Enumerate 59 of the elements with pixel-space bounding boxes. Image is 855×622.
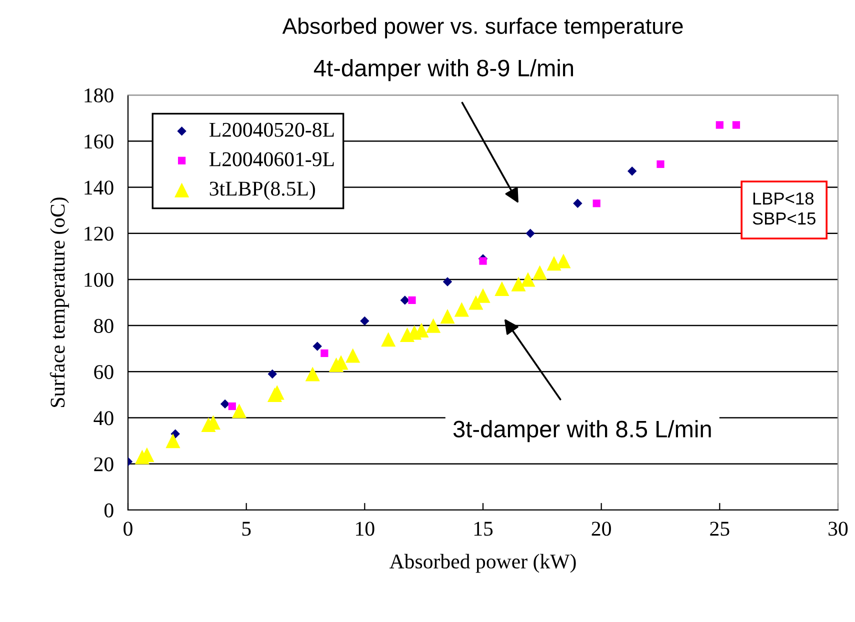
point: [400, 296, 410, 305]
point: [479, 257, 487, 265]
x-tick-label: 20: [592, 522, 611, 536]
point: [320, 349, 328, 358]
point: [520, 272, 536, 287]
x-tick-label: 30: [828, 522, 848, 536]
legend-label: L20040601-9L: [209, 152, 334, 166]
y-tick-label: 60: [94, 365, 114, 380]
point: [426, 318, 441, 333]
point: [228, 402, 236, 410]
point: [312, 342, 322, 351]
point: [166, 434, 180, 448]
point: [454, 302, 469, 317]
point: [494, 281, 510, 296]
x-tick-label: 0: [124, 522, 132, 536]
point: [592, 200, 600, 208]
point: [656, 160, 664, 168]
point: [627, 166, 637, 176]
x-tick-label: 10: [356, 522, 374, 536]
point: [526, 228, 535, 238]
legend-label: L20040520-8L: [209, 122, 334, 137]
x-tick-label: 5: [242, 522, 251, 536]
y-tick-label: 0: [104, 503, 114, 518]
y-tick-label: 80: [94, 318, 114, 333]
point: [556, 254, 571, 268]
y-tick-label: 100: [84, 272, 114, 287]
point: [360, 316, 370, 326]
point: [346, 348, 360, 363]
point: [732, 121, 740, 129]
point: [532, 265, 548, 280]
point: [476, 288, 490, 303]
point: [468, 295, 484, 310]
point: [716, 121, 724, 129]
x-axis-title: Absorbed power (kW): [389, 554, 576, 573]
point: [305, 366, 320, 382]
y-axis-title: Surface temperature (oC): [50, 198, 69, 407]
y-tick-label: 20: [94, 457, 114, 472]
y-tick-label: 160: [84, 134, 114, 149]
point: [268, 369, 277, 379]
point: [546, 256, 562, 271]
point: [442, 277, 452, 286]
legend-label: 3tLBP(8.5L): [210, 181, 316, 200]
point: [381, 332, 396, 347]
chart-title: Absorbed power vs. surface temperature: [282, 18, 683, 38]
annotation: 3t-damper with 8.5 L/min: [453, 420, 711, 442]
point: [408, 296, 416, 304]
point: [220, 399, 230, 409]
y-tick-label: 140: [84, 180, 114, 195]
y-tick-label: 120: [84, 226, 114, 241]
y-tick-label: 180: [84, 88, 114, 102]
point: [573, 198, 582, 208]
x-tick-label: 15: [474, 522, 493, 536]
x-tick-label: 25: [710, 522, 730, 536]
y-tick-label: 40: [94, 411, 114, 426]
point: [511, 276, 526, 292]
annotation: LBP<18 SBP<15: [752, 192, 816, 225]
point: [440, 309, 455, 324]
text: 4t-damper with 8-9 L/min: [314, 59, 573, 82]
point: [232, 404, 247, 418]
